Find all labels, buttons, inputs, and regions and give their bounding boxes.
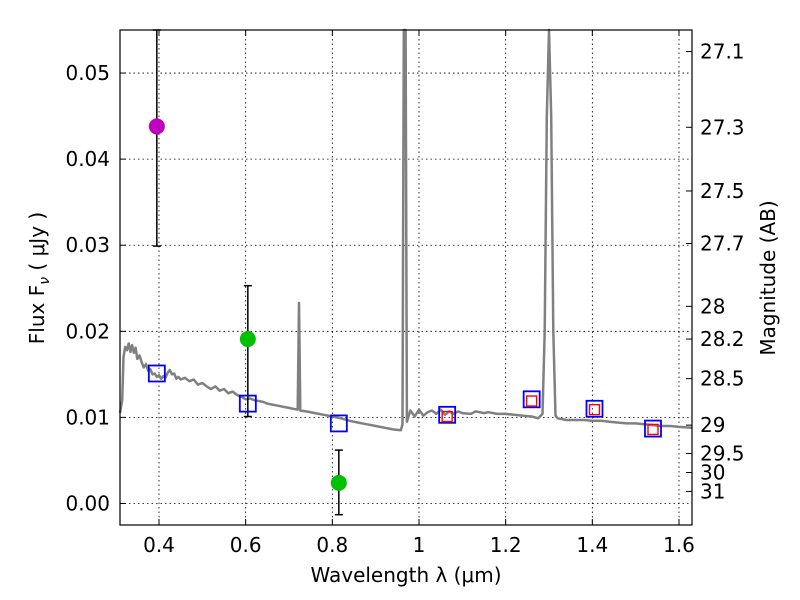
x-tick-label: 1.6 [663, 533, 695, 557]
y-tick-label: 0.01 [65, 405, 110, 429]
y2-tick-label: 27.3 [700, 115, 745, 139]
x-tick-label: 1 [413, 533, 426, 557]
y-axis-title: Flux Fν ( μJy ) [25, 212, 53, 344]
y-axis-title-unit: ( μJy ) [25, 212, 49, 277]
x-tick-label: 0.4 [143, 533, 175, 557]
y-tick-label: 0.02 [65, 319, 110, 343]
y2-tick-label: 28.2 [700, 327, 745, 351]
model-photometry-square [147, 364, 166, 383]
model-spectrum-line [118, 28, 693, 432]
y2-tick-label: 27.5 [700, 179, 745, 203]
x-tick-label: 1.4 [576, 533, 608, 557]
observed-square [441, 410, 453, 423]
model-photometry-square [644, 419, 662, 438]
y2-tick-label: 29 [700, 413, 725, 437]
y2-axis-title: Magnitude (AB) [756, 200, 780, 355]
y-axis-title-main: Flux F [25, 285, 49, 344]
observed-square [525, 395, 538, 407]
y-tick-label: 0.00 [65, 491, 110, 515]
grid [120, 30, 692, 525]
model-photometry-square [438, 405, 457, 424]
x-tick-label: 1.2 [490, 533, 522, 557]
model-photometry-square [585, 399, 604, 418]
plot-marks [118, 28, 693, 516]
model-photometry-square [238, 394, 257, 413]
y2-tick-label: 30 [700, 460, 725, 484]
x-tick-label: 0.6 [230, 533, 262, 557]
y-tick-label: 0.03 [65, 233, 110, 257]
observed-point [330, 474, 347, 491]
y2-tick-label: 27.1 [700, 40, 745, 64]
model-photometry-square [329, 414, 348, 433]
observed-point [148, 118, 165, 135]
plot-frame [119, 29, 693, 526]
observed-point [239, 331, 256, 348]
y2-tick-label: 28 [700, 294, 725, 318]
model-photometry-square [522, 390, 541, 409]
y2-tick-label: 29.5 [700, 442, 745, 466]
y-tick-label: 0.05 [65, 61, 110, 85]
y-tick-label: 0.04 [65, 147, 110, 171]
x-axis-title: Wavelength λ (μm) [310, 563, 501, 587]
y2-tick-label: 28.5 [700, 367, 745, 391]
y2-tick-label: 27.7 [700, 231, 745, 255]
ticks: 0.4 0.6 0.8 1 1.2 1.4 1.6 0.00 0.01 0.02 0.03 0.04 0… [65, 30, 745, 557]
observed-square [647, 423, 659, 436]
x-tick-label: 0.8 [316, 533, 348, 557]
y-axis-title-subscript: ν [37, 277, 53, 285]
observed-square [588, 403, 601, 416]
y2-tick-label: 31 [700, 479, 725, 503]
